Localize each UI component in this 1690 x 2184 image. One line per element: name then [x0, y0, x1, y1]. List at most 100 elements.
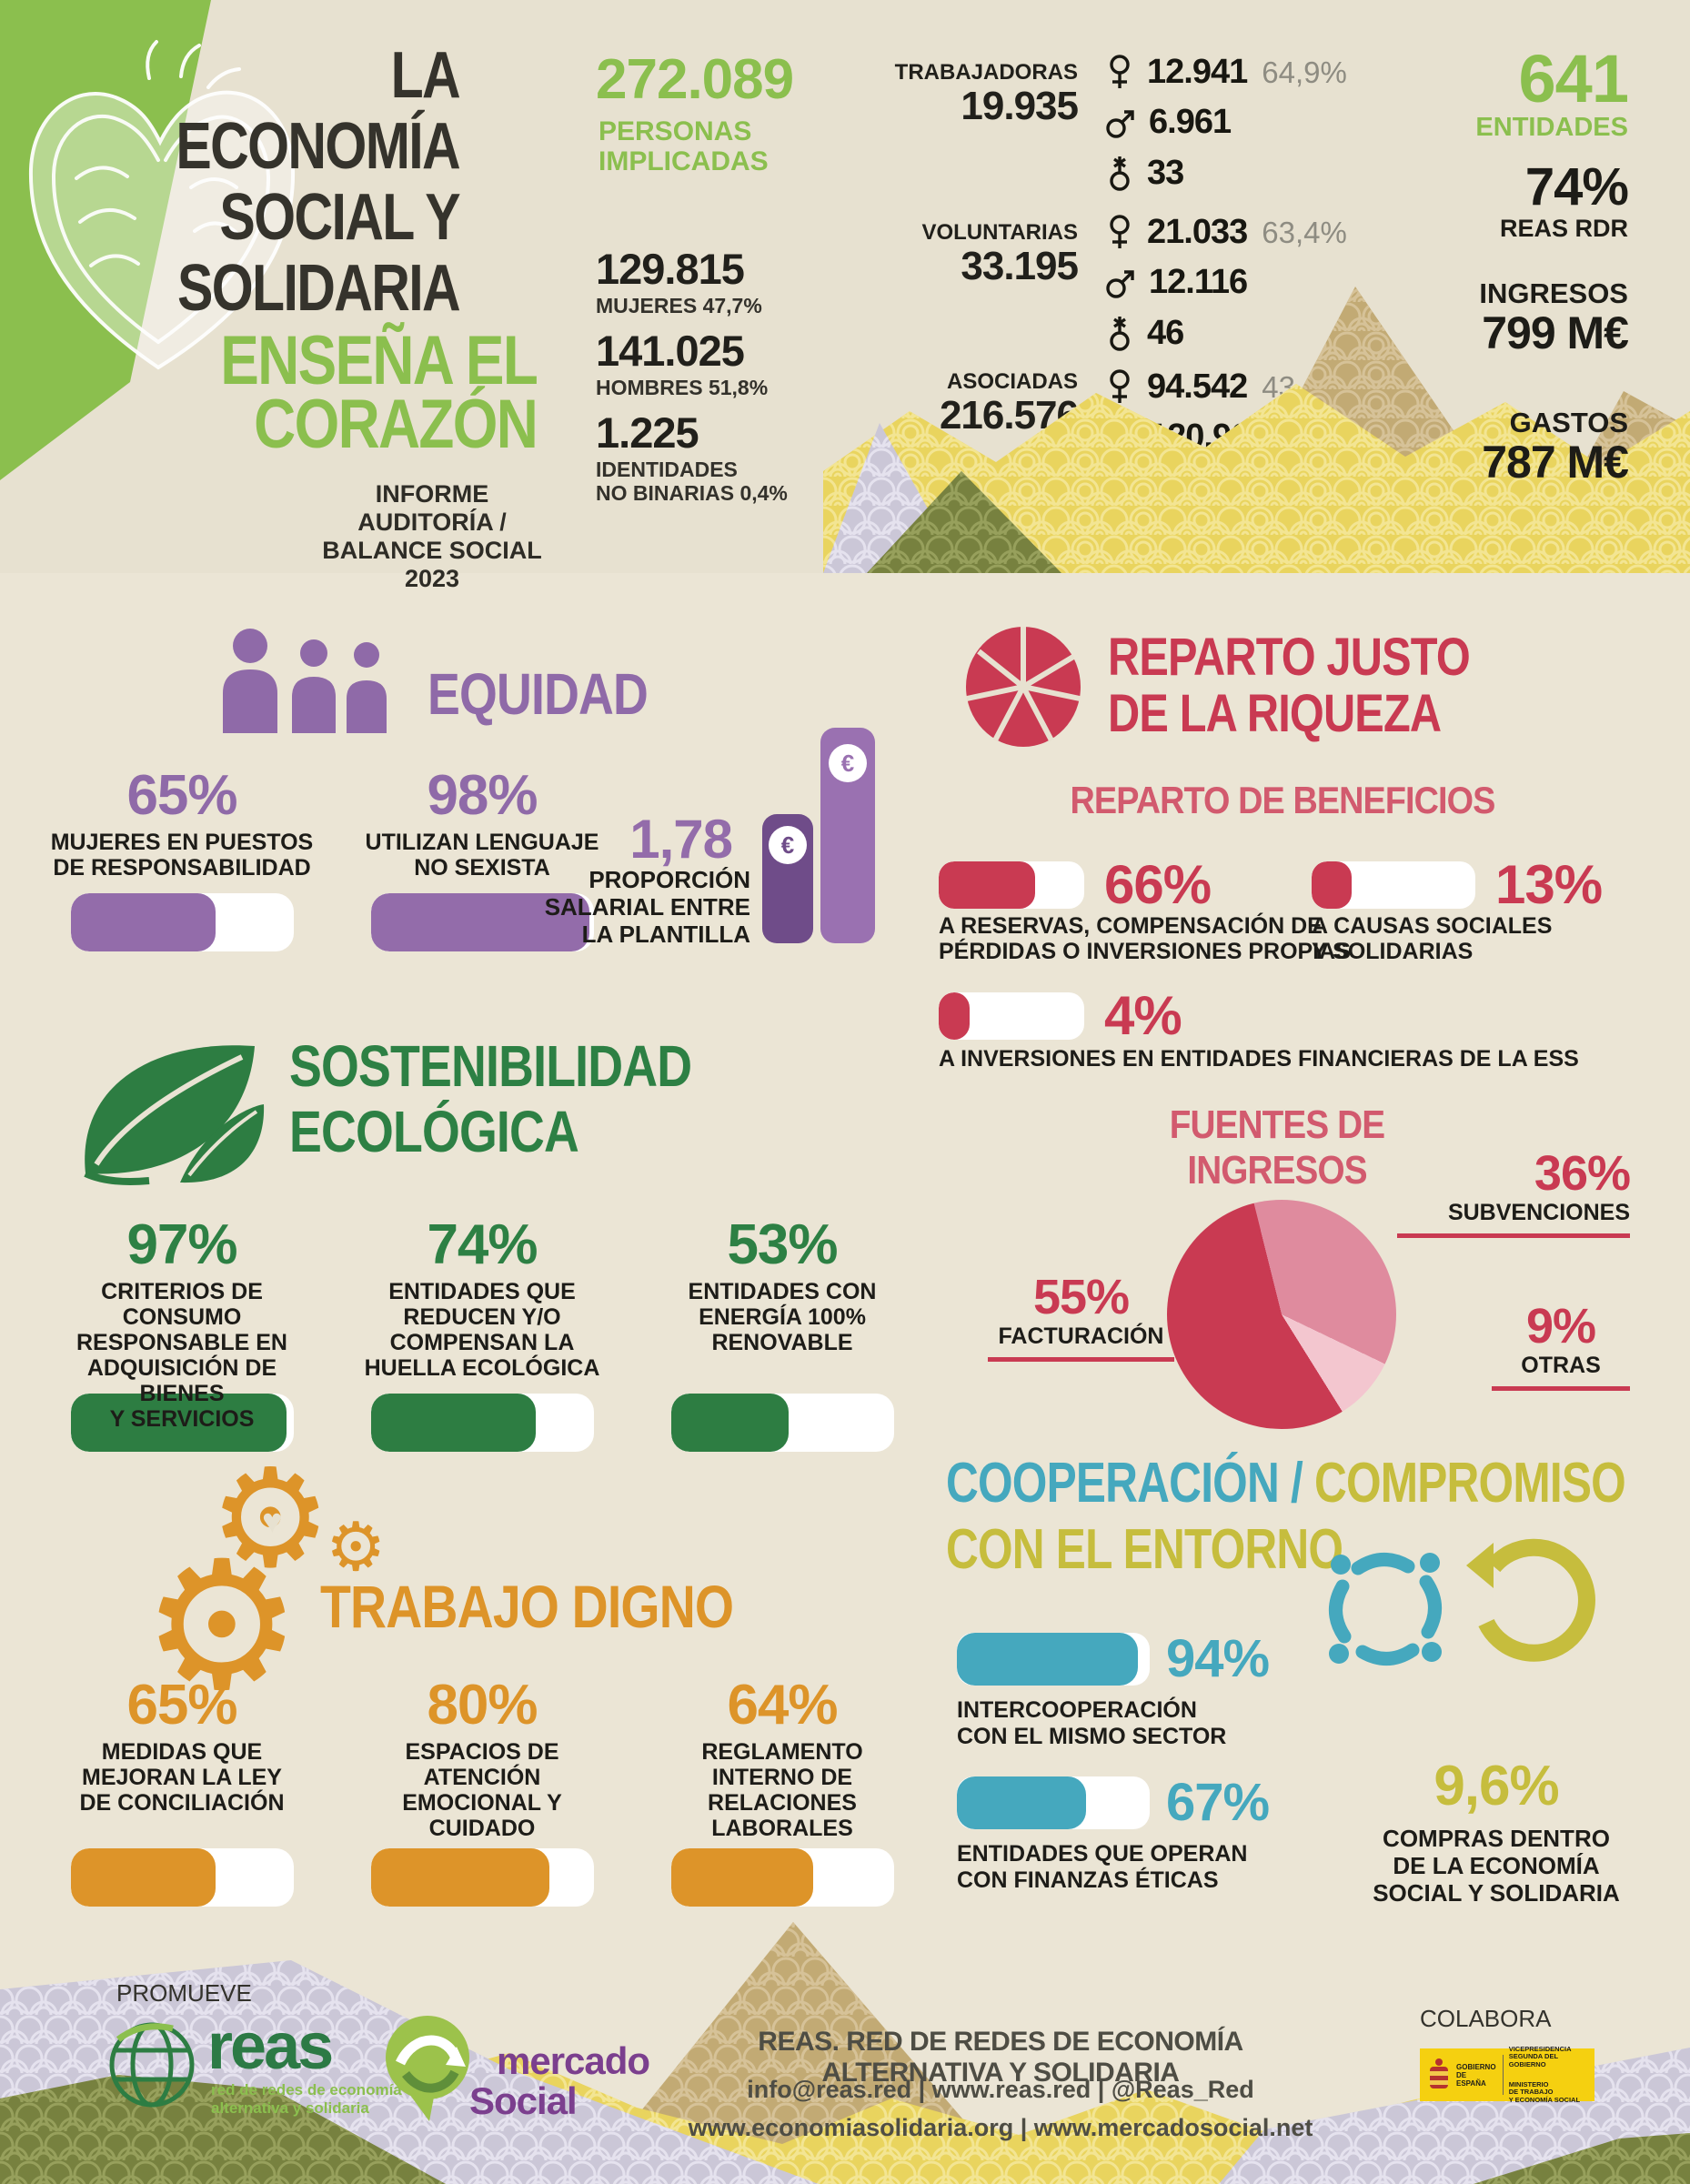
- slice-label: SUBVENCIONES: [1447, 1200, 1630, 1225]
- group-trabajadoras-label: TRABAJADORAS: [894, 60, 1078, 85]
- progress-fill: [370, 1394, 536, 1452]
- cooperacion-bar-intercooperacion: 94%: [957, 1628, 1270, 1689]
- gender-row: 21.033 63,4%: [1105, 213, 1451, 252]
- trabajo-stat-atencion-emocional: 80% ESPACIOS DE ATENCIÓN EMOCIONAL Y CUI…: [350, 1676, 614, 1907]
- progress-fill: [957, 1776, 1087, 1829]
- stat-value: 94%: [1166, 1629, 1270, 1688]
- equidad-stat-lenguaje-no-sexista: 98% UTILIZAN LENGUAJE NO SEXISTA: [350, 766, 614, 951]
- slice-value: 9%: [1525, 1299, 1596, 1354]
- cooperacion-bar-finanzas-eticas: 67%: [957, 1772, 1270, 1833]
- group-voluntarias-total: 33.195: [961, 244, 1079, 288]
- male-icon: [1106, 109, 1134, 138]
- people-icon: [223, 629, 387, 733]
- stat-value: 74%: [427, 1213, 538, 1276]
- footer-org-name: REAS. RED DE REDES DE ECONOMÍA ALTERNATI…: [758, 2027, 1243, 2088]
- header: LA ECONOMÍA SOCIAL Y SOLIDARIA ENSEÑA EL…: [0, 0, 1690, 592]
- progress-fill: [70, 893, 216, 951]
- gender-pct: 63,4%: [1262, 215, 1347, 249]
- euro-coin-icon: €: [829, 744, 867, 782]
- ministerio-text: VICEPRESIDENCIA SEGUNDA DEL GOBIERNO MIN…: [1509, 2038, 1594, 2112]
- stat-label: ENTIDADES CON ENERGÍA 100% RENOVABLE: [688, 1279, 877, 1355]
- progress-fill: [939, 991, 970, 1040]
- label-underline: [1492, 1386, 1630, 1391]
- sostenibilidad-stat-huella: 74% ENTIDADES QUE REDUCEN Y/O COMPENSAN …: [350, 1215, 614, 1452]
- reas-logo-globe-icon: [109, 2022, 195, 2108]
- section-cooperacion-title: COOPERACIÓN / COMPROMISO: [946, 1450, 1626, 1517]
- nonbinary-icon: [1110, 156, 1130, 191]
- stat-label: A INVERSIONES EN ENTIDADES FINANCIERAS D…: [939, 1046, 1579, 1072]
- stat-label: CRITERIOS DE CONSUMO RESPONSABLE EN ADQU…: [76, 1279, 287, 1432]
- gender-count: 12.116: [1149, 263, 1248, 301]
- stat-reas-rdr-value: 74%: [1524, 157, 1629, 216]
- stat-no-binarias-value: 1.225: [596, 408, 699, 457]
- stat-label: A CAUSAS SOCIALES Y SOLIDARIAS: [1312, 913, 1553, 964]
- stat-value: 13%: [1495, 854, 1603, 915]
- compras-ess-value: 9,6%: [1433, 1755, 1559, 1817]
- stat-gastos-label: GASTOS: [1509, 407, 1628, 438]
- equidad-stat-mujeres-responsabilidad: 65% MUJERES EN PUESTOS DE RESPONSABILIDA…: [50, 766, 314, 951]
- stat-mujeres-label: MUJERES 47,7%: [596, 294, 762, 317]
- progress-fill: [370, 893, 589, 951]
- progress-bar: [370, 1848, 594, 1907]
- header-mountains-decoration: [823, 287, 1690, 573]
- olive-mountains: [0, 2075, 1690, 2184]
- slice-label: FACTURACIÓN: [998, 1323, 1164, 1349]
- fuentes-title: FUENTES DE INGRESOS: [1169, 1102, 1385, 1193]
- stat-hombres: 141.025 HOMBRES 51,8%: [596, 329, 768, 399]
- female-icon: [1110, 54, 1130, 88]
- title-compromiso: COMPROMISO: [1313, 1452, 1626, 1515]
- stat-label: INTERCOOPERACIÓN CON EL MISMO SECTOR: [957, 1697, 1227, 1749]
- ministerio-trabajo-text: MINISTERIO DE TRABAJO Y ECONOMÍA SOCIAL: [1508, 2079, 1581, 2104]
- slice-label: OTRAS: [1521, 1353, 1601, 1378]
- stat-value: 97%: [126, 1213, 237, 1276]
- progress-fill: [957, 1632, 1139, 1686]
- gender-count: 46: [1147, 313, 1184, 352]
- leaves-icon: [84, 1045, 265, 1185]
- mercado-social-text2: Social: [469, 2079, 578, 2122]
- heart-illustration-icon: [28, 40, 296, 370]
- pie-slices-icon: [966, 627, 1081, 747]
- stat-hombres-value: 141.025: [596, 327, 745, 375]
- progress-bar: [370, 1394, 594, 1452]
- progress-bar: [670, 1848, 894, 1907]
- stat-value: 64%: [727, 1674, 838, 1736]
- trabajo-stat-reglamento: 64% REGLAMENTO INTERNO DE RELACIONES LAB…: [650, 1676, 914, 1907]
- spain-coat-of-arms-icon: [1430, 2058, 1448, 2088]
- stat-personas-implicadas-value: 272.089: [596, 48, 794, 111]
- female-icon: [1110, 368, 1130, 403]
- stat-mujeres-value: 129.815: [596, 245, 745, 293]
- mercado-social-logo-icon: [386, 2016, 469, 2121]
- gender-count: 33: [1147, 153, 1184, 192]
- gears-icon: ⚙ ⚙ ⚙ ♥: [142, 1442, 387, 1726]
- section-equidad-title: EQUIDAD: [428, 661, 649, 727]
- logo-divider: [1502, 2055, 1504, 2095]
- reas-logo-subtitle: red de redes de economía alternativa y s…: [211, 2081, 402, 2117]
- gender-breakdown-voluntarias: 21.033 63,4% 12.116 46: [1105, 213, 1451, 364]
- group-trabajadoras: TRABAJADORAS 19.935: [891, 60, 1079, 127]
- stat-label: REGLAMENTO INTERNO DE RELACIONES LABORAL…: [701, 1739, 863, 1841]
- stat-entidades-label: ENTIDADES: [1475, 113, 1628, 142]
- section-sostenibilidad-title: SOSTENIBILIDAD ECOLÓGICA: [289, 1033, 692, 1164]
- gobierno-espana-logo: GOBIERNO DE ESPAÑA VICEPRESIDENCIA SEGUN…: [1420, 2045, 1594, 2103]
- reas-logo-text: reas: [207, 2010, 334, 2083]
- stat-value: 66%: [1104, 854, 1212, 915]
- promueve-label: PROMUEVE: [116, 1979, 252, 2007]
- gender-count: 12.941: [1147, 53, 1248, 91]
- green-corner-shape: [0, 0, 211, 480]
- stat-reas-rdr: 74% REAS RDR: [1500, 157, 1629, 243]
- stat-value: 65%: [126, 764, 237, 827]
- nonbinary-icon: [1110, 317, 1130, 351]
- income-sources-pie-chart: [1167, 1200, 1396, 1429]
- stat-ingresos-label: INGRESOS: [1479, 277, 1628, 309]
- progress-fill: [670, 1394, 790, 1452]
- progress-fill: [939, 861, 1035, 909]
- gender-row: 46: [1105, 313, 1451, 353]
- stat-value: 65%: [126, 1674, 237, 1736]
- reparto-bar-inversiones-ess: 4%: [939, 984, 1182, 1047]
- label-underline: [988, 1357, 1174, 1362]
- poster-title-accent: ENSEÑA EL CORAZÓN: [220, 322, 538, 463]
- section-trabajo-title: TRABAJO DIGNO: [320, 1573, 734, 1640]
- footer-contact-line: info@reas.red | www.reas.red | @Reas_Red: [747, 2076, 1254, 2103]
- gender-row: 33: [1105, 153, 1451, 193]
- stat-ingresos: INGRESOS 799 M€: [1479, 277, 1629, 357]
